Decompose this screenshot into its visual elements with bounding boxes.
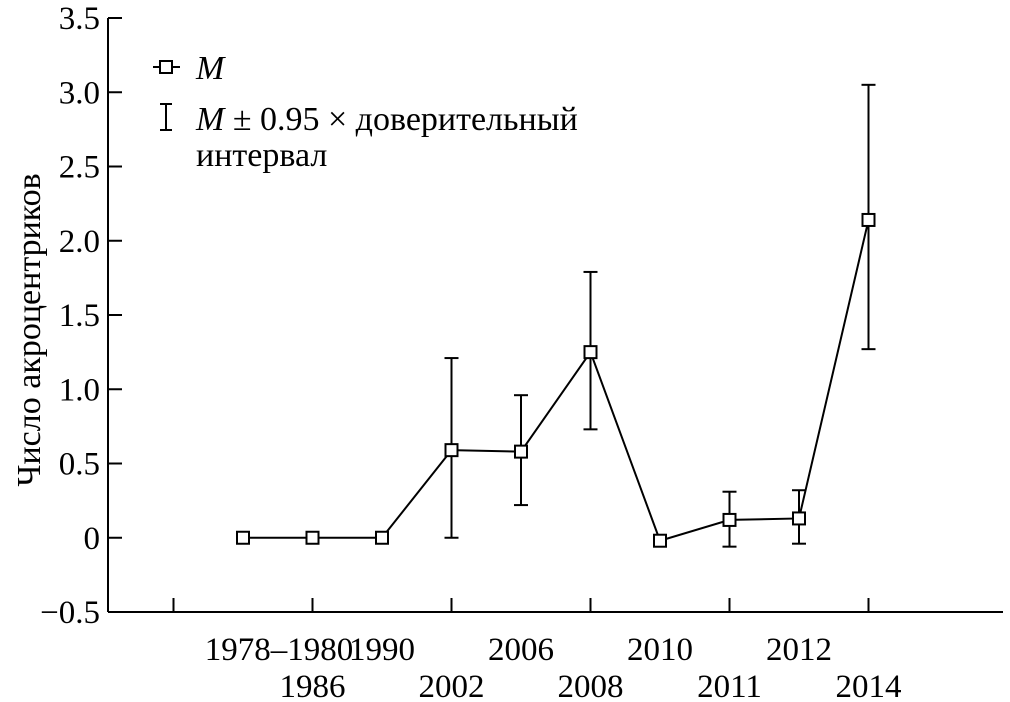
legend-label-ci-m: M [195,101,226,138]
data-point-marker [653,533,667,548]
y-tick-label: 2.0 [59,224,100,260]
legend-label-ci: M ± 0.95 × доверительный [195,101,578,138]
data-point-marker [792,511,806,526]
legend-label-m: M [195,50,226,87]
y-tick-label: 0 [84,521,101,557]
data-point-marker [861,212,876,227]
legend-entry-m: M [153,50,226,87]
error-bars [444,83,876,548]
legend-label-ci-line2: интервал [196,137,327,174]
data-point-marker [375,530,389,545]
x-axis-ticks [172,598,870,612]
x-category-label: 2014 [836,669,902,702]
y-tick-label: −0.5 [40,595,100,631]
category-labels: 1978–19801986199020022006200820102011201… [205,632,902,702]
x-category-label: 2012 [766,632,832,668]
x-category-label: 2011 [697,669,762,702]
y-axis-ticks: −0.5 0 0.5 1.0 1.5 2.0 2.5 3.0 3.5 [40,1,122,631]
data-point-marker [583,345,598,360]
data-point-marker [305,530,320,545]
y-tick-label: 0.5 [59,447,100,483]
data-point-marker [722,512,737,527]
series-lines [243,219,870,542]
legend-square-marker [159,60,173,74]
y-tick-label: 2.5 [59,150,100,186]
x-category-label: 2002 [419,669,485,702]
x-category-label: 2006 [488,632,554,668]
series-markers [236,212,876,548]
legend-label-ci-rest: ± 0.95 × доверительный [224,101,577,138]
x-category-label: 1990 [349,632,415,668]
legend-entry-ci: M ± 0.95 × доверительный интервал [160,101,578,174]
y-tick-label: 1.0 [59,372,100,408]
y-tick-label: 1.5 [59,298,100,334]
y-tick-label: 3.0 [59,75,100,111]
x-category-label: 1986 [280,669,346,702]
x-category-label: 1978–1980 [205,632,354,668]
x-category-label: 2010 [627,632,693,668]
series-line-m [243,219,870,542]
data-point-marker [444,443,459,458]
legend: M M ± 0.95 × доверительный интервал [153,50,578,174]
y-tick-label: 3.5 [59,1,100,37]
data-point-marker [236,530,250,545]
x-category-label: 2008 [558,669,624,702]
y-axis-label: Число акроцентриков [11,173,48,486]
data-point-marker [514,444,528,459]
